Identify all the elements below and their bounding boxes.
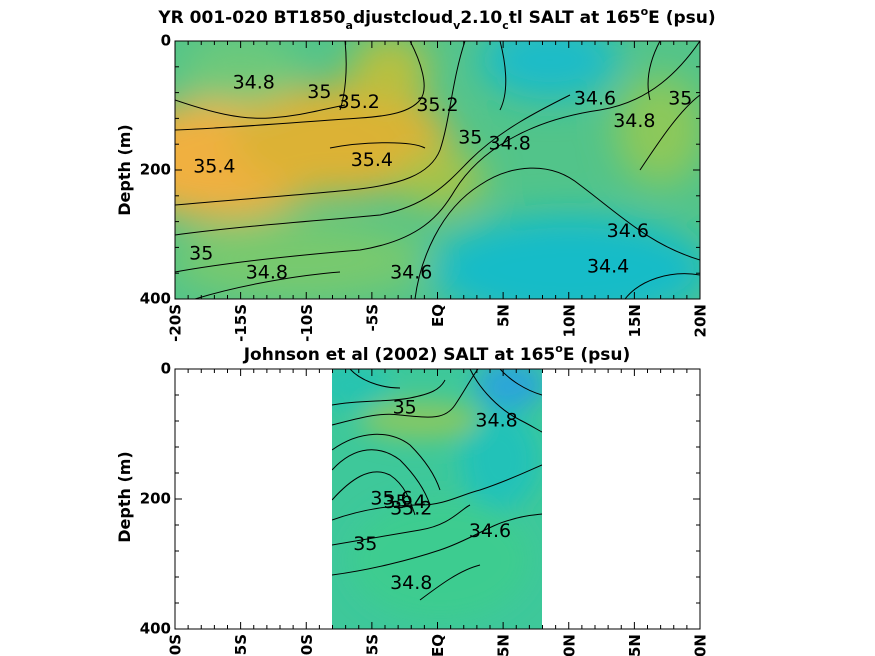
- top-chart-title: YR 001-020 BT1850adjustcloudv2.10ctl SAL…: [157, 5, 715, 32]
- bottom-contour-label: 34.8: [390, 572, 432, 594]
- top-y-tick-label: 200: [140, 161, 171, 179]
- top-chart: YR 001-020 BT1850adjustcloudv2.10ctl SAL…: [115, 5, 716, 342]
- bottom-x-axis: -20S -15S -10S -5S EQ 5N 10N 15N 20N: [167, 369, 710, 656]
- top-contour-label: 35.4: [193, 155, 235, 177]
- bottom-y-tick-label: 0: [161, 360, 171, 378]
- top-contour-label: 35.2: [416, 94, 458, 116]
- top-contour-label: 34.6: [607, 220, 649, 242]
- bottom-chart: Johnson et al (2002) SALT at 165oE (psu): [115, 342, 710, 656]
- top-y-axis: 0 200 400: [140, 32, 700, 308]
- bottom-x-tick-label: -5S: [363, 634, 381, 656]
- bottom-y-axis: 0 200 400: [140, 360, 700, 638]
- top-x-tick-label: 20N: [692, 304, 710, 337]
- bottom-x-tick-label: 5N: [495, 634, 513, 656]
- top-contour-label: 35.4: [351, 149, 393, 171]
- top-contour-label: 35: [458, 126, 482, 148]
- top-contour-label: 34.6: [574, 88, 616, 110]
- bottom-x-tick-label: -10S: [298, 634, 316, 656]
- bottom-x-tick-label: -15S: [232, 634, 250, 656]
- top-contour-label: 35: [189, 242, 213, 264]
- top-x-tick-label: -10S: [298, 304, 316, 342]
- bottom-contour-label: 34.8: [475, 410, 517, 432]
- top-contour-label: 34.4: [587, 255, 629, 277]
- bottom-contour-label: 35.2: [390, 497, 432, 519]
- bottom-contour-label: 35.6: [370, 488, 412, 510]
- top-y-tick-label: 400: [140, 290, 171, 308]
- top-x-tick-label: 15N: [626, 304, 644, 337]
- top-contour-label: 34.6: [390, 262, 432, 284]
- top-y-axis-label: Depth (m): [115, 124, 134, 216]
- bottom-chart-title: Johnson et al (2002) SALT at 165oE (psu): [243, 342, 631, 365]
- bottom-x-tick-label: 20N: [692, 634, 710, 656]
- top-contour-label: 34.8: [613, 110, 655, 132]
- top-x-tick-label: 10N: [560, 304, 578, 337]
- top-y-tick-label: 0: [161, 32, 171, 50]
- top-contour-label: 35: [668, 88, 692, 110]
- top-contour-label: 34.8: [246, 262, 288, 284]
- bottom-contour-labels: 35 34.8 35.635.435.2 34.6 35 34.8: [353, 397, 518, 595]
- bottom-y-tick-label: 200: [140, 490, 171, 508]
- bottom-x-tick-label: -20S: [167, 634, 185, 656]
- top-salinity-field: [175, 41, 700, 299]
- top-x-tick-label: -5S: [363, 304, 381, 331]
- bottom-y-axis-label: Depth (m): [115, 451, 134, 543]
- top-x-tick-label: 5N: [495, 304, 513, 327]
- top-contour-label: 35.2: [338, 91, 380, 113]
- bottom-contour-label: 35.4: [384, 491, 426, 513]
- top-contour-lines: [175, 41, 700, 299]
- top-x-tick-label: -20S: [167, 304, 185, 342]
- bottom-contour-label: 34.6: [469, 520, 511, 542]
- top-x-tick-label: -15S: [232, 304, 250, 342]
- bottom-x-tick-label: 10N: [560, 634, 578, 656]
- bottom-salinity-field: [332, 369, 542, 629]
- top-contour-label: 35: [307, 81, 331, 103]
- bottom-y-tick-label: 400: [140, 620, 171, 638]
- top-x-axis: -20S -15S -10S -5S EQ 5N 10N 15N 20N: [167, 41, 710, 342]
- bottom-contour-label: 35: [353, 533, 377, 555]
- top-contour-label: 34.8: [489, 133, 531, 155]
- bottom-contour-lines: [332, 369, 542, 601]
- bottom-contour-label: 35: [393, 397, 417, 419]
- top-x-tick-label: EQ: [429, 304, 447, 327]
- bottom-x-tick-label: EQ: [429, 634, 447, 656]
- bottom-x-tick-label: 15N: [626, 634, 644, 656]
- top-contour-label: 34.8: [233, 71, 275, 93]
